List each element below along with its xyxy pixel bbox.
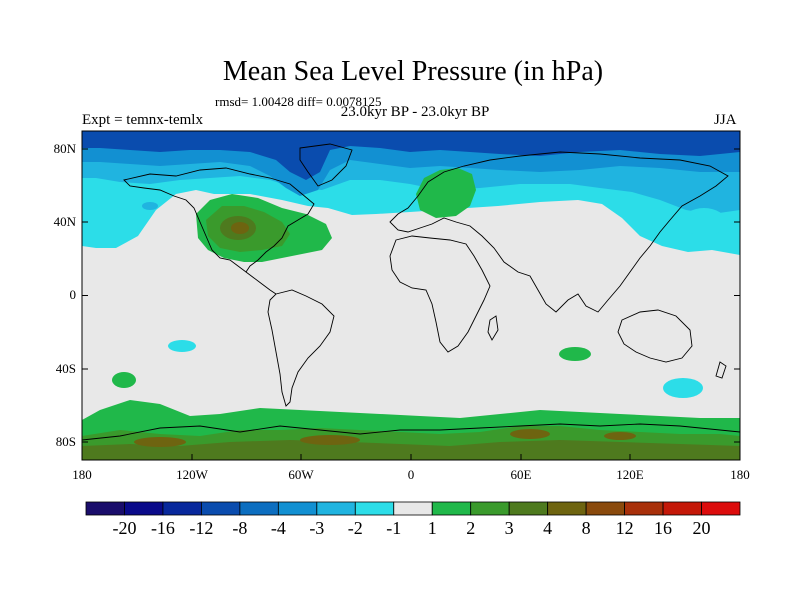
- australia-s-cyan-patch: [663, 378, 703, 398]
- colorbar-box-14: [624, 501, 664, 516]
- colorbar-label-13: 12: [615, 518, 634, 538]
- lon-label-180w: 180: [72, 467, 92, 482]
- season-label: JJA: [714, 112, 737, 128]
- antarctic-olive-band: [82, 440, 740, 460]
- colorbar-box-16: [701, 501, 741, 516]
- indian-ocean-green-patch: [559, 347, 591, 361]
- colorbar-label-0: -20: [112, 518, 137, 538]
- colorbar-label-4: -4: [270, 518, 286, 538]
- colorbar-box-4: [239, 501, 279, 516]
- colorbar-label-2: -12: [189, 518, 214, 538]
- lat-label-0: 0: [69, 287, 77, 302]
- colorbar-label-6: -2: [347, 518, 363, 538]
- colorbar-box-5: [277, 501, 318, 516]
- lon-label-60w: 60W: [288, 467, 314, 482]
- lat-label-40s: 40S: [55, 361, 76, 376]
- lon-label-120e: 120E: [616, 467, 644, 482]
- time-range-subtitle: 23.0kyr BP - 23.0kyr BP: [340, 104, 490, 120]
- coast-australia: [617, 309, 693, 363]
- s-pacific-cyan-patch: [168, 340, 196, 352]
- colorbar-box-10: [470, 501, 510, 516]
- colorbar-label-3: -8: [232, 518, 248, 538]
- colorbar-label-14: 16: [654, 518, 673, 538]
- pressure-field: [82, 131, 740, 460]
- lon-label-60e: 60E: [510, 467, 532, 482]
- colorbar-box-0: [85, 501, 125, 516]
- antarctic-brown-spot-4: [604, 432, 636, 440]
- coast-africa: [389, 235, 491, 353]
- colorbar-box-9: [431, 501, 472, 516]
- coastlines: [82, 143, 740, 441]
- colorbar-box-3: [201, 501, 241, 516]
- antarctic-brown-spot-3: [510, 429, 550, 439]
- colorbar-box-7: [354, 501, 395, 516]
- experiment-label: Expt = temnx-temlx: [82, 112, 203, 128]
- lon-label-0: 0: [407, 467, 415, 482]
- colorbar-label-5: -3: [309, 518, 325, 538]
- coast-north-america: [123, 167, 315, 273]
- colorbar-box-13: [585, 501, 625, 516]
- antarctic-brown-spot-1: [134, 437, 186, 447]
- coast-new-zealand: [715, 361, 727, 379]
- colorbar-box-11: [508, 501, 549, 516]
- colorbar-box-8: [393, 501, 433, 516]
- coast-central-america: [245, 271, 277, 295]
- lat-label-80n: 80N: [53, 141, 76, 156]
- north-america-brown-core: [231, 222, 249, 234]
- pacific-blue-spot: [142, 202, 158, 210]
- colorbar-label-10: 3: [504, 518, 514, 538]
- colorbar-box-12: [547, 501, 587, 516]
- axis-ticks: [81, 148, 741, 460]
- s-pacific-green-patch: [112, 372, 136, 388]
- colorbar-box-15: [662, 501, 702, 516]
- colorbar-label-1: -16: [150, 518, 175, 538]
- colorbar-box-2: [162, 501, 202, 516]
- colorbar-boxes: [85, 501, 741, 516]
- colorbar-label-12: 8: [581, 518, 591, 538]
- colorbar-label-15: 20: [692, 518, 711, 538]
- w-pacific-cyan-patch: [682, 208, 726, 236]
- colorbar-label-8: 1: [427, 518, 437, 538]
- colorbar-label-9: 2: [466, 518, 476, 538]
- lat-label-80s: 80S: [55, 434, 76, 449]
- colorbar-label-11: 4: [543, 518, 553, 538]
- lat-label-40n: 40N: [53, 214, 76, 229]
- colorbar-box-1: [124, 501, 164, 516]
- antarctic-brown-spot-2: [300, 435, 360, 445]
- coast-antarctica: [82, 423, 740, 441]
- coast-greenland: [299, 143, 353, 187]
- lon-label-120w: 120W: [176, 467, 208, 482]
- coast-eurasia: [389, 151, 729, 313]
- arctic-deep-blue-core: [82, 131, 740, 180]
- colorbar-box-6: [316, 501, 356, 516]
- plot-title: Mean Sea Level Pressure (in hPa): [222, 56, 604, 87]
- lon-label-180e: 180: [730, 467, 750, 482]
- coast-south-america: [267, 289, 335, 407]
- coast-madagascar: [487, 315, 499, 341]
- colorbar-label-7: -1: [386, 518, 402, 538]
- rmsd-diff-stats: rmsd= 1.00428 diff= 0.0078125: [215, 94, 382, 109]
